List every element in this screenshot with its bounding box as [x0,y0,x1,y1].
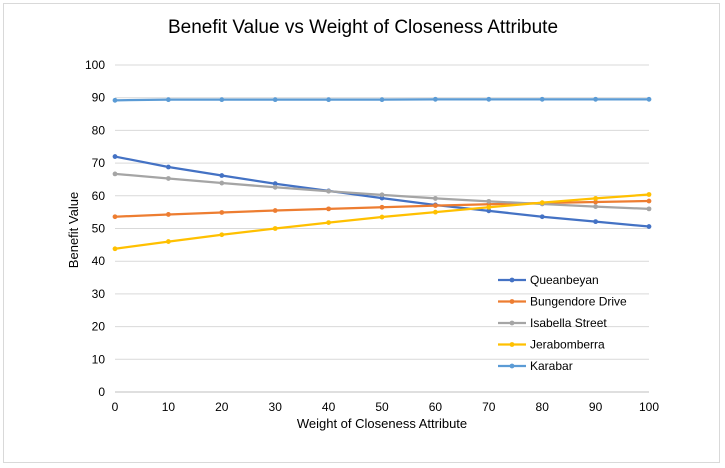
data-point [112,246,118,252]
data-point [219,97,225,103]
data-point [486,198,492,204]
data-point [486,96,492,102]
data-point [166,212,171,217]
legend-item: Karabar [498,359,573,373]
data-point [112,97,118,103]
legend-marker [509,363,515,369]
x-axis-title: Weight of Closeness Attribute [297,416,467,431]
data-point [272,181,278,187]
data-point [593,196,598,201]
y-tick-label: 100 [85,58,105,72]
data-point [433,209,438,215]
data-point [272,226,278,231]
axes: 0 10 20 30 40 50 60 70 80 90 100 0 10 20 30 40 50 60 70 80 9… [85,58,659,414]
legend-marker [509,342,515,347]
data-point [112,214,118,220]
legend-item: Queanbeyan [498,273,599,287]
data-point [486,208,492,214]
legend-label: Bungendore Drive [530,295,627,309]
x-tick-label: 50 [375,400,389,414]
data-point [326,206,331,212]
legend-item: Bungendore Drive [498,295,627,309]
legend-label: Queanbeyan [530,273,599,287]
x-tick-label: 100 [639,400,659,414]
y-tick-label: 70 [92,156,106,170]
data-point [593,219,598,225]
legend: Queanbeyan Bungendore Drive Isabella Stree… [498,273,627,373]
data-point [379,204,385,210]
x-tick-label: 60 [429,400,443,414]
x-tick-label: 90 [589,400,603,414]
chart-title: Benefit Value vs Weight of Closeness Att… [168,17,558,38]
data-point [326,220,331,226]
data-point [433,96,438,102]
legend-marker [509,320,515,326]
series-line [114,172,650,211]
data-point [112,154,118,159]
data-point [166,239,171,244]
data-point [539,214,545,220]
y-tick-label: 20 [92,320,106,334]
data-point [272,97,278,103]
legend-label: Isabella Street [530,316,607,330]
y-tick-label: 80 [92,123,106,137]
x-tick-label: 70 [482,400,496,414]
data-point [646,206,652,212]
data-point [219,232,225,238]
legend-item: Isabella Street [498,316,607,330]
data-point [433,196,438,201]
y-tick-label: 90 [92,91,106,105]
data-point [646,96,652,102]
data-point [166,164,171,170]
y-tick-label: 0 [98,385,105,399]
data-point [166,176,171,181]
legend-marker [509,277,515,283]
x-tick-label: 10 [162,400,176,414]
data-point [272,208,278,213]
y-tick-label: 40 [92,254,106,268]
data-point [219,210,225,215]
y-tick-label: 50 [92,222,106,236]
data-point [539,200,545,206]
legend-label: Karabar [530,359,573,373]
line-chart: Benefit Value vs Weight of Closeness Att… [66,17,659,431]
data-point [326,188,331,194]
series-karabar [112,96,652,103]
data-point [379,214,385,220]
y-tick-label: 60 [92,189,106,203]
data-point [646,198,652,204]
legend-item: Jerabomberra [498,338,605,352]
legend-marker [509,299,515,304]
series-lines [112,96,652,252]
data-point [379,192,385,198]
y-axis-title: Benefit Value [66,192,81,268]
data-point [486,204,492,210]
data-point [166,97,171,103]
data-point [539,96,545,102]
x-tick-label: 20 [215,400,229,414]
data-point [219,173,225,178]
legend-label: Jerabomberra [530,338,605,352]
series-jerabomberra [112,192,652,252]
data-point [326,97,331,103]
y-tick-label: 10 [92,352,106,366]
x-tick-label: 80 [536,400,550,414]
data-point [593,96,598,102]
x-tick-label: 40 [322,400,336,414]
data-point [272,184,278,190]
data-point [593,199,598,205]
data-point [593,204,598,209]
data-point [433,203,438,209]
x-tick-label: 0 [112,400,119,414]
y-tick-label: 30 [92,287,106,301]
data-point [646,224,652,229]
data-point [219,180,225,186]
chart-frame: Benefit Value vs Weight of Closeness Att… [3,3,720,463]
data-point [646,192,652,197]
data-point [112,171,118,177]
x-tick-label: 30 [269,400,283,414]
data-point [379,97,385,103]
